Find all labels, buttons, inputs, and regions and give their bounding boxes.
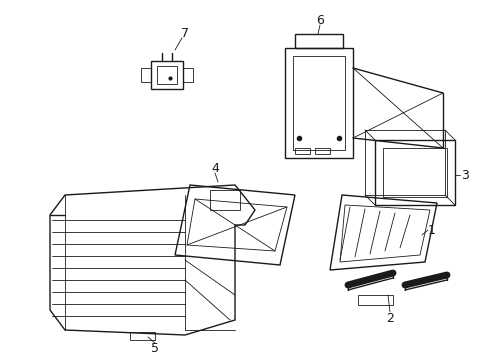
Text: 5: 5 [151, 342, 159, 355]
Text: 2: 2 [385, 311, 393, 324]
Text: 1: 1 [427, 224, 435, 237]
Text: 4: 4 [211, 162, 219, 175]
Text: 6: 6 [315, 14, 323, 27]
Text: 7: 7 [181, 27, 189, 40]
Text: 3: 3 [460, 168, 468, 181]
